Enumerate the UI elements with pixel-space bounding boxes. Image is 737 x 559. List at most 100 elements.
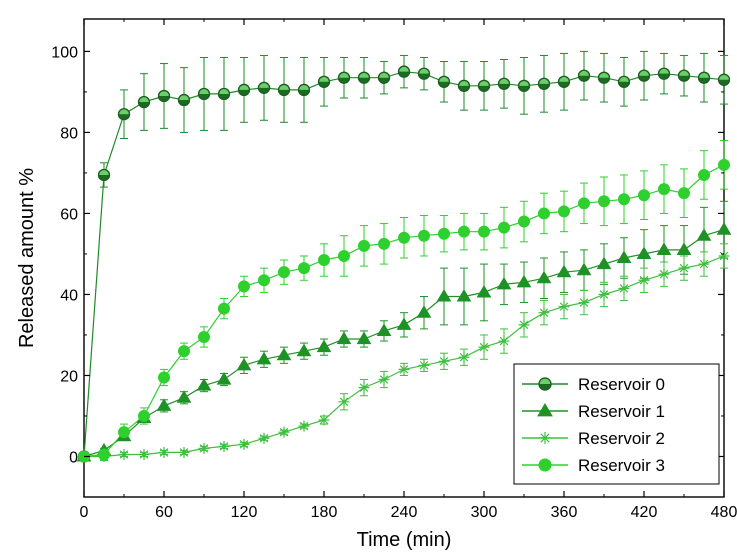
reservoir-1-point-19-shape <box>456 288 472 302</box>
reservoir-2-point-28 <box>638 274 650 286</box>
reservoir-1-point-5-shape <box>176 390 192 403</box>
reservoir-0-point-27 <box>617 75 631 88</box>
reservoir-3-point-21-shape <box>498 221 510 234</box>
legend-entry-reservoir-2-label: Reservoir 2 <box>578 429 665 448</box>
reservoir-0-point-8 <box>237 83 251 96</box>
reservoir-2-point-31 <box>698 258 710 270</box>
reservoir-1-point-7 <box>216 372 232 385</box>
reservoir-0-point-8-outline <box>237 83 251 96</box>
reservoir-3-point-22 <box>518 215 530 228</box>
reservoir-0-point-31 <box>697 71 711 84</box>
reservoir-1-point-27 <box>616 250 632 264</box>
reservoir-2-point-27-shape <box>618 282 630 294</box>
reservoir-1-point-16-shape <box>396 317 412 330</box>
reservoir-1-point-24 <box>556 264 572 278</box>
reservoir-2-point-31-shape <box>698 258 710 270</box>
reservoir-2-point-3 <box>138 448 150 460</box>
reservoir-0-point-29-outline <box>657 67 671 80</box>
x-tick-label-7: 420 <box>631 504 658 521</box>
reservoir-2-point-19-shape <box>458 351 470 363</box>
reservoir-1-point-9-shape <box>256 351 272 365</box>
reservoir-0-point-19-outline <box>457 79 471 92</box>
reservoir-3-point-31-shape <box>698 168 710 181</box>
reservoir-3-point-16 <box>398 231 410 244</box>
reservoir-1-point-7-shape <box>216 372 232 385</box>
reservoir-0-point-30 <box>677 69 691 82</box>
reservoir-2-point-5 <box>178 446 190 458</box>
reservoir-1-point-8 <box>236 357 252 371</box>
legend-entry-reservoir-0-marker-lower-half <box>539 384 551 390</box>
legend-entry-reservoir-0: Reservoir 0 <box>522 375 665 394</box>
reservoir-1-point-17-shape <box>416 305 432 318</box>
reservoir-0-point-5 <box>177 93 191 107</box>
reservoir-3-point-25 <box>578 197 590 210</box>
reservoir-2-point-27 <box>618 282 630 294</box>
reservoir-0-point-23 <box>537 77 551 90</box>
reservoir-1-point-31-shape <box>696 228 712 241</box>
reservoir-2-point-28-shape <box>638 274 650 286</box>
x-tick-label-3: 180 <box>311 504 338 521</box>
reservoir-1-point-6-shape <box>196 378 212 391</box>
reservoir-2-point-4 <box>158 446 170 458</box>
reservoir-2-point-29-shape <box>658 268 670 280</box>
x-tick-label-5: 300 <box>471 504 498 521</box>
y-tick-label-0: 0 <box>69 449 78 466</box>
reservoir-0-point-28-outline <box>637 69 651 82</box>
reservoir-0-point-3-outline <box>137 95 151 109</box>
reservoir-3-point-7 <box>218 302 230 315</box>
reservoir-0-point-25-outline <box>577 69 591 82</box>
reservoir-2-point-13 <box>338 396 350 408</box>
reservoir-0-point-16 <box>397 65 411 78</box>
reservoir-3-point-11 <box>298 262 310 275</box>
reservoir-3-point-26-shape <box>598 195 610 208</box>
reservoir-0-point-29 <box>657 67 671 80</box>
x-tick-label-8: 480 <box>711 504 737 521</box>
reservoir-0-point-20 <box>477 79 491 92</box>
legend-entry-reservoir-0-label: Reservoir 0 <box>578 375 665 394</box>
reservoir-1-point-23-shape <box>536 270 552 284</box>
reservoir-1-point-21-shape <box>496 276 512 290</box>
reservoir-3-point-17 <box>418 229 430 242</box>
reservoir-3-point-10-shape <box>278 266 290 279</box>
reservoir-0-point-14 <box>357 71 371 84</box>
reservoir-0-point-5-outline <box>177 93 191 107</box>
reservoir-0-point-3 <box>137 95 151 109</box>
reservoir-2-point-10-shape <box>278 426 290 438</box>
reservoir-2-point-14-shape <box>358 382 370 394</box>
reservoir-1-point-18 <box>436 288 452 302</box>
reservoir-2-point-30-shape <box>678 262 690 274</box>
reservoir-1-point-16 <box>396 317 412 330</box>
reservoir-1-point-25 <box>576 262 592 276</box>
reservoir-2-point-14 <box>358 382 370 394</box>
reservoir-3-point-13 <box>338 249 350 262</box>
reservoir-2-point-6-shape <box>198 442 210 454</box>
reservoir-0-point-26 <box>597 71 611 84</box>
legend-entry-reservoir-2-marker <box>539 432 551 444</box>
reservoir-1-point-4 <box>156 398 172 411</box>
y-tick-label-3: 60 <box>60 206 78 223</box>
reservoir-3-point-7-shape <box>218 302 230 315</box>
reservoir-1-point-15-shape <box>376 323 392 336</box>
reservoir-0-point-15 <box>377 71 391 84</box>
reservoir-3-point-32-shape <box>718 158 730 171</box>
reservoir-2-point-9 <box>258 432 270 444</box>
reservoir-0-point-32 <box>717 73 731 86</box>
reservoir-1-point-24-shape <box>556 264 572 278</box>
reservoir-1-point-26-shape <box>596 256 612 270</box>
reservoir-1-point-32-shape <box>716 222 732 235</box>
reservoir-3-point-18 <box>438 227 450 240</box>
reservoir-2-point-7 <box>218 440 230 452</box>
reservoir-2-point-22 <box>518 319 530 331</box>
reservoir-2-point-8 <box>238 438 250 450</box>
reservoir-0-point-1-outline <box>97 168 111 182</box>
reservoir-2-point-15-shape <box>378 374 390 386</box>
reservoir-0-point-2-outline <box>117 108 131 121</box>
reservoir-3-point-14-shape <box>358 239 370 252</box>
reservoir-0-point-21 <box>497 77 511 90</box>
reservoir-0-point-20-outline <box>477 79 491 92</box>
y-tick-label-5: 100 <box>51 44 78 61</box>
reservoir-3-point-9-shape <box>258 274 270 287</box>
reservoir-1-point-26 <box>596 256 612 270</box>
reservoir-0-point-9 <box>257 81 271 94</box>
reservoir-2-point-21-shape <box>498 335 510 347</box>
